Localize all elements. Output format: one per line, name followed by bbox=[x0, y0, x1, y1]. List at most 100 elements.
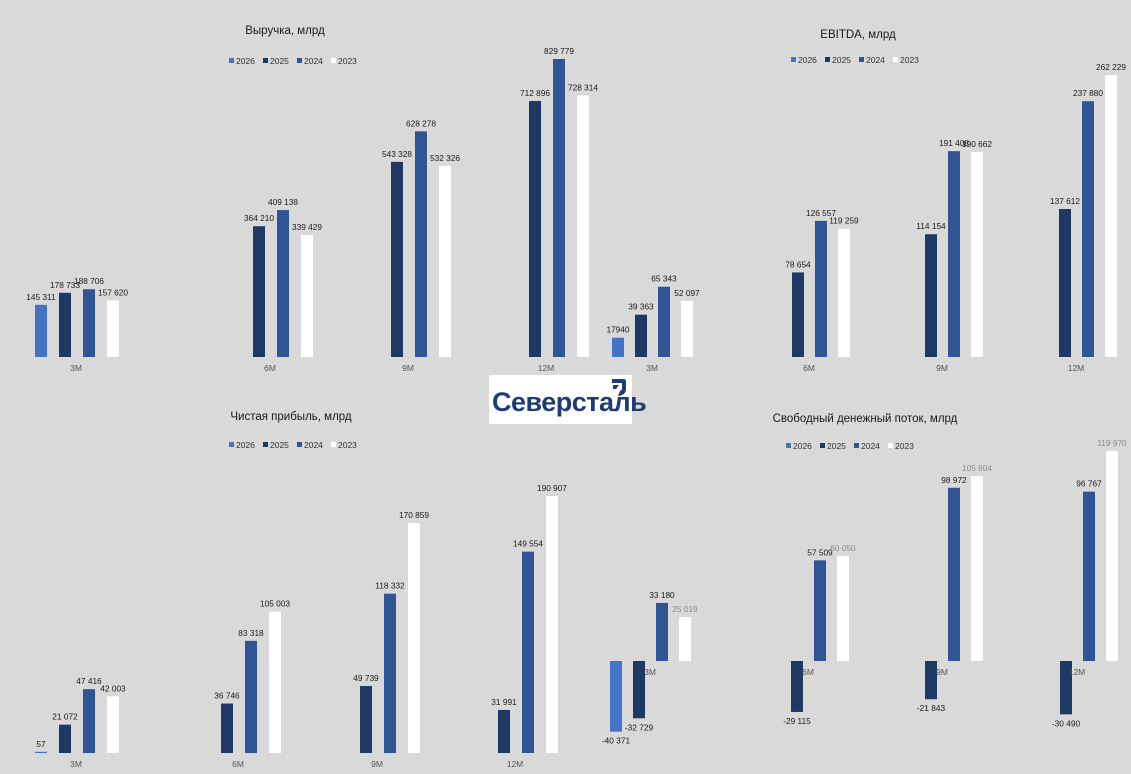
data-label: 96 767 bbox=[1076, 479, 1102, 489]
legend-label: 2025 bbox=[832, 55, 851, 65]
bar bbox=[277, 210, 289, 357]
data-label: 409 138 bbox=[268, 197, 298, 207]
bar bbox=[1059, 209, 1071, 357]
bar bbox=[498, 709, 510, 753]
bar bbox=[610, 661, 622, 732]
legend-label: 2026 bbox=[236, 440, 255, 450]
bar bbox=[83, 289, 95, 357]
bar bbox=[269, 611, 281, 753]
bar bbox=[391, 161, 403, 357]
bar bbox=[253, 226, 265, 357]
data-label: 145 311 bbox=[26, 292, 56, 302]
legend-swatch bbox=[859, 57, 864, 62]
data-label: 543 328 bbox=[382, 149, 412, 159]
legend-label: 2024 bbox=[866, 55, 885, 65]
bar bbox=[59, 292, 71, 357]
bar bbox=[522, 551, 534, 753]
bar bbox=[408, 522, 420, 753]
data-label: 339 429 bbox=[292, 222, 322, 232]
data-label: 237 880 bbox=[1073, 88, 1103, 98]
bar bbox=[1105, 75, 1117, 357]
bar bbox=[971, 476, 983, 661]
legend-label: 2026 bbox=[798, 55, 817, 65]
legend-swatch bbox=[786, 443, 791, 448]
data-label: 170 859 bbox=[399, 510, 429, 520]
category-label: 12M bbox=[1069, 667, 1086, 677]
data-label: 36 746 bbox=[214, 691, 240, 701]
data-label: 57 509 bbox=[807, 547, 833, 557]
bar bbox=[681, 300, 693, 357]
legend-label: 2023 bbox=[338, 56, 357, 66]
data-label: 728 314 bbox=[568, 82, 598, 92]
bar bbox=[301, 235, 313, 357]
bar bbox=[925, 234, 937, 357]
legend-swatch bbox=[263, 442, 268, 447]
bar bbox=[814, 560, 826, 661]
legend-label: 2023 bbox=[338, 440, 357, 450]
bar bbox=[971, 151, 983, 357]
legend-swatch bbox=[229, 58, 234, 63]
chart-title: Свободный денежный поток, млрд bbox=[773, 413, 958, 425]
data-label: 126 557 bbox=[806, 208, 836, 218]
bar bbox=[679, 617, 691, 661]
bar bbox=[1082, 101, 1094, 357]
bar bbox=[656, 602, 668, 661]
legend-swatch bbox=[331, 58, 336, 63]
category-label: 6M bbox=[232, 759, 244, 769]
legend-label: 2026 bbox=[236, 56, 255, 66]
bar bbox=[221, 703, 233, 753]
legend-swatch bbox=[297, 58, 302, 63]
category-label: 3M bbox=[646, 363, 658, 373]
category-label: 12M bbox=[538, 363, 555, 373]
logo-mark-icon bbox=[612, 379, 626, 396]
legend-swatch bbox=[893, 57, 898, 62]
data-label: 47 416 bbox=[76, 676, 102, 686]
data-label: 78 654 bbox=[785, 259, 811, 269]
data-label: 98 972 bbox=[941, 475, 967, 485]
data-label: 190 662 bbox=[962, 139, 992, 149]
data-label: 118 332 bbox=[375, 581, 405, 591]
bar bbox=[791, 661, 803, 712]
bar bbox=[553, 59, 565, 357]
category-label: 3M bbox=[70, 759, 82, 769]
data-label: -30 490 bbox=[1052, 718, 1081, 728]
bar bbox=[59, 724, 71, 753]
data-label: 52 097 bbox=[674, 288, 700, 298]
bar bbox=[948, 151, 960, 357]
bar bbox=[1106, 451, 1118, 661]
bar bbox=[837, 555, 849, 661]
legend-label: 2024 bbox=[304, 440, 323, 450]
category-label: 9M bbox=[936, 363, 948, 373]
category-label: 12M bbox=[507, 759, 524, 769]
data-label: 31 991 bbox=[491, 697, 517, 707]
data-label: 137 612 bbox=[1050, 196, 1080, 206]
bar bbox=[635, 314, 647, 357]
bar bbox=[245, 640, 257, 753]
legend-swatch bbox=[229, 442, 234, 447]
severstal-logo: Северсталь bbox=[489, 375, 647, 424]
data-label: 178 733 bbox=[50, 280, 80, 290]
bar bbox=[529, 100, 541, 357]
bar bbox=[612, 337, 624, 357]
data-label: 119 970 bbox=[1097, 438, 1127, 448]
legend-swatch bbox=[820, 443, 825, 448]
legend-label: 2025 bbox=[270, 56, 289, 66]
bar bbox=[577, 95, 589, 358]
chart-title: EBITDA, млрд bbox=[820, 29, 896, 41]
legend-label: 2023 bbox=[900, 55, 919, 65]
category-label: 9M bbox=[371, 759, 383, 769]
data-label: 364 210 bbox=[244, 213, 274, 223]
legend-swatch bbox=[297, 442, 302, 447]
bar bbox=[107, 300, 119, 357]
data-label: -40 371 bbox=[602, 736, 631, 746]
data-label: 628 278 bbox=[406, 118, 436, 128]
legend-label: 2025 bbox=[270, 440, 289, 450]
data-label: 17940 bbox=[606, 325, 629, 335]
data-label: 33 180 bbox=[649, 590, 675, 600]
data-label: -29 115 bbox=[783, 716, 811, 726]
category-label: 9M bbox=[402, 363, 414, 373]
data-label: 188 706 bbox=[74, 276, 104, 286]
category-label: 12M bbox=[1068, 363, 1085, 373]
legend-swatch bbox=[331, 442, 336, 447]
